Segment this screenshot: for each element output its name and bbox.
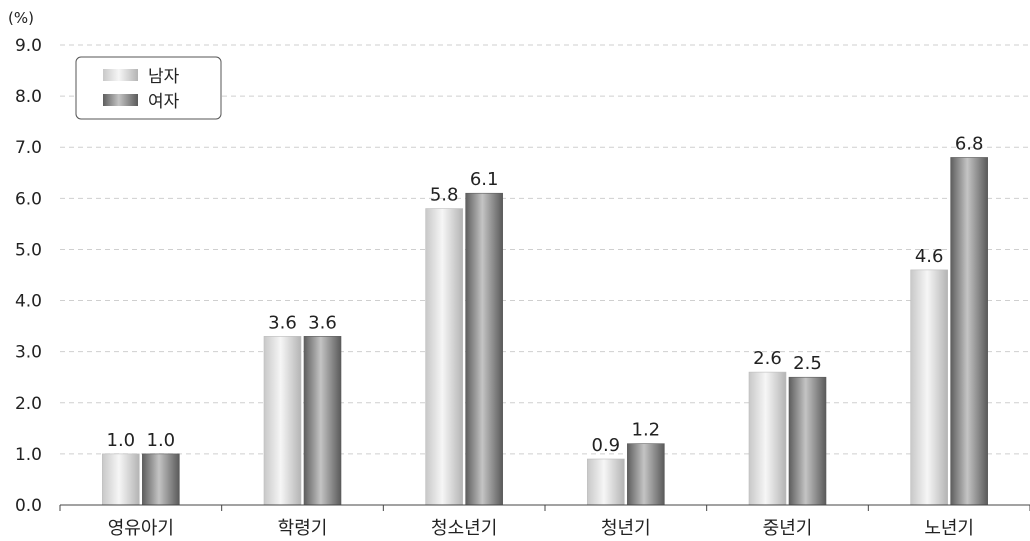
value-label: 4.6 — [915, 246, 944, 267]
value-label: 0.9 — [592, 435, 621, 456]
bar-female — [142, 453, 180, 506]
y-tick-label: 5.0 — [15, 240, 42, 260]
y-tick-label: 9.0 — [15, 36, 42, 56]
x-category-label: 청년기 — [601, 518, 651, 539]
value-label: 6.1 — [470, 169, 499, 190]
bar-female — [950, 157, 988, 506]
bar-male — [587, 458, 625, 506]
y-tick-label: 3.0 — [15, 343, 42, 363]
bar-female — [627, 443, 665, 506]
value-label: 5.8 — [430, 185, 459, 206]
x-category-label: 영유아기 — [108, 518, 174, 539]
bar-female — [465, 192, 503, 506]
bar-male — [748, 371, 787, 506]
y-tick-label: 6.0 — [15, 189, 42, 209]
x-category-label: 노년기 — [924, 518, 974, 539]
y-tick-labels: 0.0 1.0 2.0 3.0 4.0 5.0 6.0 7.0 8.0 9.0 — [15, 36, 42, 516]
legend-label-female: 여자 — [148, 92, 180, 112]
legend-swatch-female — [103, 94, 138, 106]
value-label: 1.2 — [632, 420, 661, 441]
y-tick-label: 2.0 — [15, 394, 42, 414]
bar-female — [788, 376, 827, 506]
x-axis-ticks — [59, 505, 1030, 511]
x-category-label: 청소년기 — [431, 518, 497, 539]
y-tick-label: 7.0 — [15, 138, 42, 158]
y-tick-label: 0.0 — [15, 496, 42, 516]
value-label: 6.8 — [955, 133, 984, 154]
x-category-label: 중년기 — [763, 518, 813, 539]
bar-male — [425, 208, 463, 506]
bars — [102, 157, 988, 506]
bar-male — [102, 453, 140, 506]
bar-male — [263, 336, 302, 506]
value-label: 3.6 — [268, 312, 297, 333]
value-labels: 1.0 1.0 3.6 3.6 5.8 6.1 0.9 1.2 2.6 2.5 4.6 6.8 — [107, 133, 984, 456]
value-label: 2.6 — [753, 348, 782, 369]
value-label: 2.5 — [793, 353, 822, 374]
legend: 남자 여자 — [75, 56, 222, 120]
value-label: 1.0 — [107, 430, 136, 451]
legend-swatch-male — [103, 69, 138, 81]
bar-male — [910, 269, 948, 506]
x-category-labels: 영유아기 학령기 청소년기 청년기 중년기 노년기 — [108, 518, 974, 539]
y-unit-label: (%) — [8, 9, 34, 27]
legend-label-male: 남자 — [148, 67, 180, 87]
value-label: 1.0 — [147, 430, 176, 451]
value-label: 3.6 — [308, 312, 337, 333]
y-tick-label: 1.0 — [15, 445, 42, 465]
bar-female — [303, 336, 342, 506]
y-tick-label: 8.0 — [15, 87, 42, 107]
x-category-label: 학령기 — [278, 518, 328, 539]
y-tick-label: 4.0 — [15, 292, 42, 312]
